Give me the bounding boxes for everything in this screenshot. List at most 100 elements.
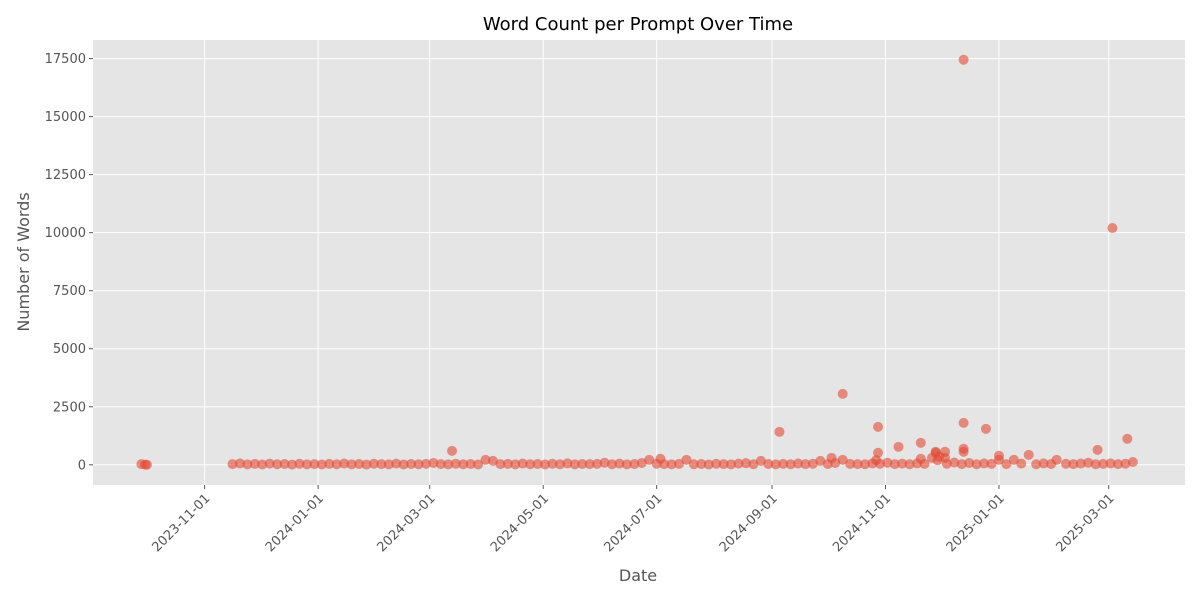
data-point bbox=[257, 459, 268, 470]
data-point bbox=[234, 458, 245, 469]
data-point bbox=[904, 459, 915, 470]
data-point bbox=[346, 459, 357, 470]
data-point bbox=[383, 459, 394, 470]
data-point bbox=[1016, 458, 1027, 469]
data-point bbox=[584, 459, 595, 470]
data-point bbox=[726, 459, 737, 470]
y-tick-label: 15000 bbox=[45, 110, 86, 125]
x-tick-label: 2024-09-01 bbox=[717, 491, 781, 555]
x-tick-label: 2024-05-01 bbox=[488, 491, 552, 555]
data-point bbox=[599, 457, 610, 468]
data-point bbox=[763, 458, 774, 469]
data-point bbox=[882, 457, 893, 468]
data-point bbox=[1031, 459, 1042, 470]
data-point bbox=[227, 459, 238, 470]
data-point bbox=[1122, 433, 1133, 444]
data-point bbox=[666, 459, 677, 470]
x-axis-ticks: 2023-11-01 2024-01-01 2024-03-01 2024-05-01… bbox=[149, 485, 1118, 555]
data-point bbox=[577, 458, 588, 469]
data-point bbox=[673, 458, 684, 469]
data-point bbox=[361, 459, 372, 470]
data-point bbox=[1001, 459, 1012, 470]
data-point bbox=[986, 458, 997, 469]
data-point bbox=[971, 459, 982, 470]
data-point bbox=[837, 454, 848, 465]
plot-area bbox=[93, 40, 1185, 485]
data-point bbox=[1113, 459, 1124, 470]
data-point bbox=[339, 458, 350, 469]
data-point bbox=[331, 459, 342, 470]
data-point bbox=[554, 459, 565, 470]
data-point bbox=[659, 459, 670, 470]
data-point bbox=[1051, 454, 1062, 465]
data-point bbox=[1060, 458, 1071, 469]
data-point bbox=[845, 458, 856, 469]
y-tick-label: 0 bbox=[78, 458, 86, 473]
data-point bbox=[1083, 457, 1094, 468]
data-point bbox=[376, 459, 387, 470]
data-point bbox=[532, 458, 543, 469]
x-tick-label: 2023-11-01 bbox=[149, 491, 213, 555]
data-point bbox=[562, 458, 573, 469]
data-point bbox=[889, 459, 900, 470]
data-point bbox=[368, 458, 379, 469]
data-point bbox=[748, 459, 759, 470]
y-tick-label: 10000 bbox=[45, 226, 86, 241]
data-point bbox=[398, 459, 409, 470]
x-tick-label: 2024-01-01 bbox=[263, 491, 327, 555]
data-point bbox=[450, 458, 461, 469]
data-point bbox=[447, 445, 458, 456]
data-point bbox=[733, 458, 744, 469]
data-point bbox=[696, 458, 707, 469]
data-point bbox=[1023, 449, 1034, 460]
data-point bbox=[324, 458, 335, 469]
y-tick-label: 17500 bbox=[45, 52, 86, 67]
data-point bbox=[309, 459, 320, 470]
x-tick-label: 2024-03-01 bbox=[375, 491, 439, 555]
data-point bbox=[979, 458, 990, 469]
data-point bbox=[958, 54, 969, 65]
data-point bbox=[740, 458, 751, 469]
data-point bbox=[287, 459, 298, 470]
y-tick-label: 12500 bbox=[45, 168, 86, 183]
data-point bbox=[413, 459, 424, 470]
data-point bbox=[703, 459, 714, 470]
data-point bbox=[473, 459, 484, 470]
data-point bbox=[592, 458, 603, 469]
data-point bbox=[956, 459, 967, 470]
data-point bbox=[1008, 454, 1019, 465]
data-point bbox=[785, 459, 796, 470]
data-point bbox=[897, 458, 908, 469]
data-point bbox=[1038, 458, 1049, 469]
data-point bbox=[465, 458, 476, 469]
data-point bbox=[435, 459, 446, 470]
data-point bbox=[718, 459, 729, 470]
data-point bbox=[547, 458, 558, 469]
data-point bbox=[279, 458, 290, 469]
x-tick-label: 2024-11-01 bbox=[830, 491, 894, 555]
data-point bbox=[272, 459, 283, 470]
data-point bbox=[458, 459, 469, 470]
data-point bbox=[873, 421, 884, 432]
data-point bbox=[1068, 459, 1079, 470]
data-point bbox=[316, 459, 327, 470]
data-point bbox=[264, 458, 275, 469]
data-point bbox=[800, 459, 811, 470]
data-point bbox=[502, 458, 513, 469]
x-axis-label: Date bbox=[619, 566, 657, 585]
data-point bbox=[644, 454, 655, 465]
y-tick-label: 5000 bbox=[53, 342, 86, 357]
data-point bbox=[406, 458, 417, 469]
y-axis-ticks: 0 2500 5000 7500 10000 12500 15000 17500 bbox=[45, 52, 93, 473]
data-point bbox=[525, 459, 536, 470]
data-point bbox=[1107, 223, 1118, 234]
data-point bbox=[770, 459, 781, 470]
data-point bbox=[774, 426, 785, 437]
data-point bbox=[964, 457, 975, 468]
data-point bbox=[517, 458, 528, 469]
chart-title: Word Count per Prompt Over Time bbox=[483, 14, 793, 35]
data-point bbox=[919, 458, 930, 469]
data-point bbox=[569, 459, 580, 470]
data-point bbox=[980, 423, 991, 434]
